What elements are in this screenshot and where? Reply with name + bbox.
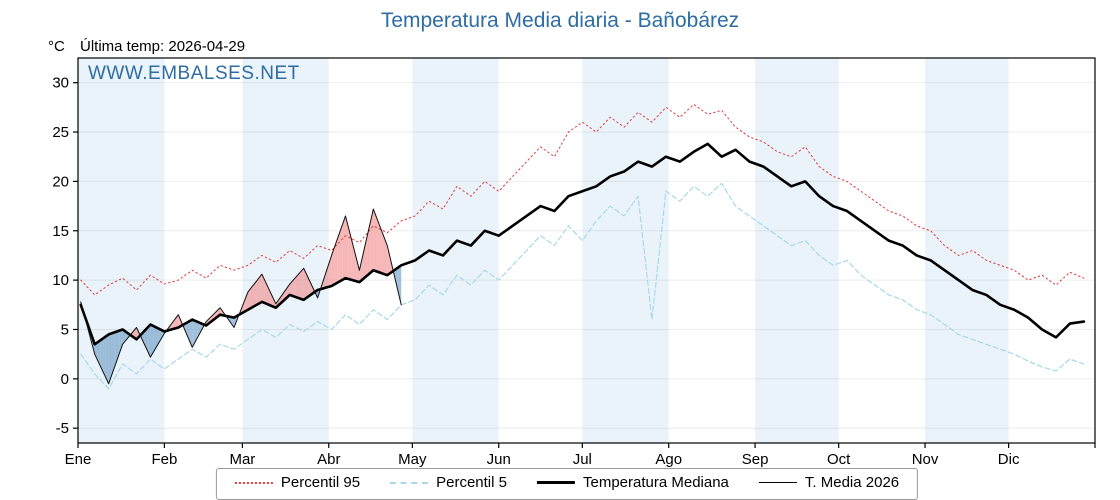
svg-text:Jul: Jul — [573, 451, 592, 468]
svg-text:5: 5 — [61, 321, 69, 338]
mediana-line-icon — [536, 481, 575, 484]
svg-text:Feb: Feb — [151, 451, 177, 468]
svg-text:30: 30 — [52, 75, 69, 92]
svg-text:Abr: Abr — [317, 451, 340, 468]
legend-label: Percentil 5 — [436, 474, 507, 491]
svg-text:10: 10 — [52, 272, 69, 289]
svg-text:-5: -5 — [56, 420, 69, 437]
last-temp-subtitle: Última temp: 2026-04-29 — [80, 38, 246, 55]
legend-label: Temperatura Mediana — [582, 474, 729, 491]
svg-text:Oct: Oct — [827, 451, 851, 468]
svg-text:15: 15 — [52, 223, 69, 240]
svg-text:20: 20 — [52, 173, 69, 190]
svg-text:Jun: Jun — [487, 451, 511, 468]
legend-item-percentil-95: Percentil 95 — [234, 474, 361, 491]
svg-text:0: 0 — [61, 371, 69, 388]
svg-text:Dic: Dic — [998, 451, 1020, 468]
percentil-95-line-icon — [234, 481, 273, 484]
svg-text:Nov: Nov — [912, 451, 939, 468]
svg-text:25: 25 — [52, 124, 69, 141]
watermark-text: WWW.EMBALSES.NET — [88, 63, 300, 84]
svg-text:May: May — [398, 451, 427, 468]
t-media-2026-line-icon — [758, 482, 797, 483]
legend-item-percentil-5: Percentil 5 — [390, 474, 507, 491]
svg-text:Sep: Sep — [742, 451, 769, 468]
legend-item-mediana: Temperatura Mediana — [536, 474, 729, 491]
y-axis-unit-label: °C — [48, 38, 65, 55]
svg-text:Mar: Mar — [229, 451, 255, 468]
legend-label: T. Media 2026 — [804, 474, 900, 491]
svg-text:Ago: Ago — [655, 451, 682, 468]
legend-label: Percentil 95 — [280, 474, 361, 491]
chart-legend: Percentil 95 Percentil 5 Temperatura Med… — [215, 468, 919, 500]
svg-text:Ene: Ene — [65, 451, 92, 468]
chart-title: Temperatura Media diaria - Bañobárez — [380, 9, 740, 32]
legend-item-t-media-2026: T. Media 2026 — [758, 474, 900, 491]
percentil-5-line-icon — [390, 481, 429, 484]
